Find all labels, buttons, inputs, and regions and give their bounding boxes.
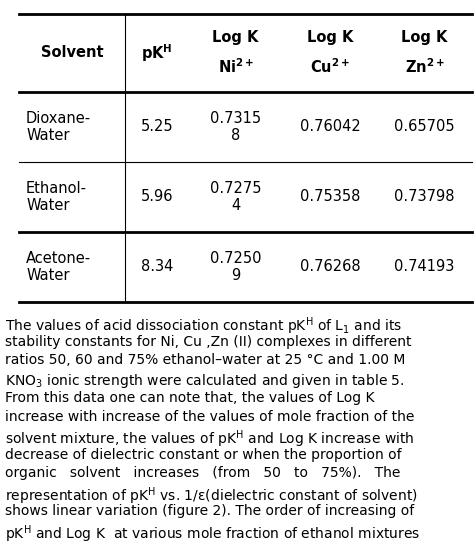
Text: Solvent: Solvent xyxy=(41,45,103,60)
Text: pK$^\mathregular{H}$: pK$^\mathregular{H}$ xyxy=(141,42,173,64)
Text: KNO$_\mathregular{3}$ ionic strength were calculated and given in table 5.: KNO$_\mathregular{3}$ ionic strength wer… xyxy=(5,372,404,390)
Text: stability constants for Ni, Cu ,Zn (II) complexes in different: stability constants for Ni, Cu ,Zn (II) … xyxy=(5,335,411,348)
Text: ratios 50, 60 and 75% ethanol–water at 25 °C and 1.00 M: ratios 50, 60 and 75% ethanol–water at 2… xyxy=(5,353,405,367)
Text: Ethanol-
Water: Ethanol- Water xyxy=(26,181,87,213)
Text: decrease of dielectric constant or when the proportion of: decrease of dielectric constant or when … xyxy=(5,448,401,461)
Text: 0.7250
9: 0.7250 9 xyxy=(210,251,261,283)
Text: Ni$^\mathregular{2+}$: Ni$^\mathregular{2+}$ xyxy=(218,58,254,76)
Text: solvent mixture, the values of pK$^\mathregular{H}$ and Log K increase with: solvent mixture, the values of pK$^\math… xyxy=(5,429,414,450)
Text: Log K: Log K xyxy=(307,30,353,45)
Text: 5.96: 5.96 xyxy=(141,189,173,204)
Text: Zn$^\mathregular{2+}$: Zn$^\mathregular{2+}$ xyxy=(404,58,444,76)
Text: 8.34: 8.34 xyxy=(141,259,173,274)
Text: increase with increase of the values of mole fraction of the: increase with increase of the values of … xyxy=(5,410,414,424)
Text: 0.65705: 0.65705 xyxy=(394,120,455,135)
Text: Log K: Log K xyxy=(212,30,259,45)
Text: 0.76042: 0.76042 xyxy=(300,120,360,135)
Text: Cu$^\mathregular{2+}$: Cu$^\mathregular{2+}$ xyxy=(310,58,350,76)
Text: representation of pK$^\mathregular{H}$ vs. 1/ε(dielectric constant of solvent): representation of pK$^\mathregular{H}$ v… xyxy=(5,485,418,507)
Text: organic   solvent   increases   (from   50   to   75%).   The: organic solvent increases (from 50 to 75… xyxy=(5,466,400,480)
Text: shows linear variation (figure 2). The order of increasing of: shows linear variation (figure 2). The o… xyxy=(5,504,414,518)
Text: Acetone-
Water: Acetone- Water xyxy=(26,251,91,283)
Text: Dioxane-
Water: Dioxane- Water xyxy=(26,111,91,143)
Text: From this data one can note that, the values of Log K: From this data one can note that, the va… xyxy=(5,391,374,405)
Text: The values of acid dissociation constant pK$^\mathregular{H}$ of L$_\mathregular: The values of acid dissociation constant… xyxy=(5,316,402,337)
Text: 0.76268: 0.76268 xyxy=(300,259,360,274)
Text: 0.73798: 0.73798 xyxy=(394,189,455,204)
Text: 5.25: 5.25 xyxy=(141,120,173,135)
Text: 0.75358: 0.75358 xyxy=(300,189,360,204)
Text: 0.7315
8: 0.7315 8 xyxy=(210,111,261,143)
Text: Log K: Log K xyxy=(401,30,447,45)
Text: 0.74193: 0.74193 xyxy=(394,259,455,274)
Text: 0.7275
4: 0.7275 4 xyxy=(210,181,261,213)
Text: pK$^\mathregular{H}$ and Log K  at various mole fraction of ethanol mixtures: pK$^\mathregular{H}$ and Log K at variou… xyxy=(5,523,420,545)
